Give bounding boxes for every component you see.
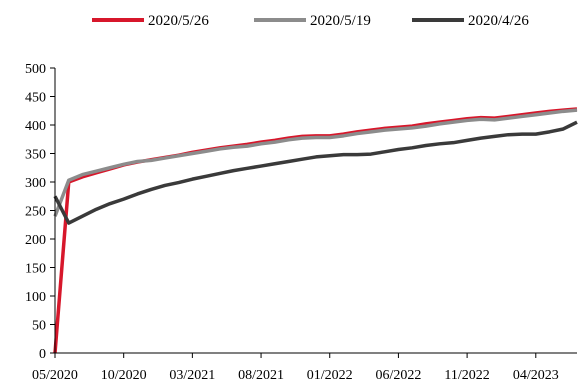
x-tick-label: 03/2021 xyxy=(169,368,215,383)
legend-label: 2020/4/26 xyxy=(468,13,529,29)
x-tick-label: 01/2022 xyxy=(307,368,353,383)
legend: 2020/5/26 2020/5/19 2020/4/26 xyxy=(92,13,529,29)
y-tick-label: 50 xyxy=(32,319,46,334)
x-tick-label: 06/2022 xyxy=(375,368,421,383)
legend-label: 2020/5/19 xyxy=(310,13,371,29)
x-tick-label: 08/2021 xyxy=(238,368,284,383)
y-tick-label: 300 xyxy=(25,176,46,191)
x-tick-label: 04/2023 xyxy=(513,368,559,383)
x-tick-label: 10/2020 xyxy=(101,368,147,383)
y-tick-label: 450 xyxy=(25,91,46,106)
y-axis-ticks: 0 50 100 150 200 250 300 350 400 450 500 xyxy=(25,62,55,362)
series-line-3 xyxy=(53,120,578,225)
legend-label: 2020/5/26 xyxy=(148,13,209,29)
y-tick-label: 150 xyxy=(25,262,46,277)
y-tick-label: 100 xyxy=(25,290,46,305)
y-tick-label: 400 xyxy=(25,119,46,134)
y-tick-label: 200 xyxy=(25,233,46,248)
x-tick-label: 11/2022 xyxy=(444,368,489,383)
series-layer xyxy=(53,107,578,354)
y-tick-label: 0 xyxy=(39,347,46,362)
series-line-2 xyxy=(53,108,578,217)
series-line-1 xyxy=(53,107,578,354)
x-axis-ticks: 05/2020 10/2020 03/2021 08/2021 01/2022 06/20… xyxy=(32,353,559,383)
y-tick-label: 250 xyxy=(25,205,46,220)
x-tick-label: 05/2020 xyxy=(32,368,78,383)
y-tick-label: 350 xyxy=(25,148,46,163)
y-tick-label: 500 xyxy=(25,62,46,77)
